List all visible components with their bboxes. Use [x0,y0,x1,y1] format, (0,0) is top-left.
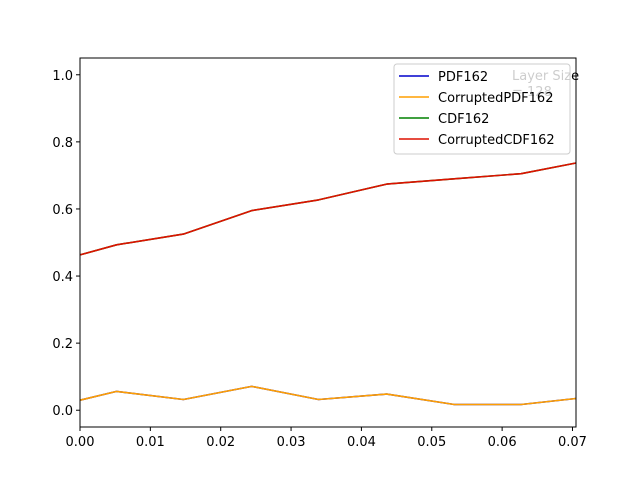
axes-frame [79,57,577,428]
legend-label-pdf162: PDF162 [438,70,488,85]
y-tick-label: 0.4 [52,270,73,285]
x-tick-label: 0.05 [417,435,446,450]
y-axis: 0.0 0.2 0.4 0.6 0.8 1.0 [52,69,80,419]
legend-box [393,63,571,155]
x-tick-label: 0.00 [66,435,95,450]
legend-label-corruptedpdf162: CorruptedPDF162 [438,91,553,106]
y-tick-label: 1.0 [52,69,73,84]
y-tick-label: 0.0 [52,404,73,419]
x-tick-label: 0.04 [347,435,376,450]
y-tick-label: 0.8 [52,136,73,151]
legend: PDF162 CorruptedPDF162 CDF162 CorruptedCDF1… [393,63,571,155]
series-line-corruptedcdf162 [79,162,577,256]
x-axis: 0.00 0.01 0.02 0.03 0.04 0.05 0.06 0.07 [66,427,587,450]
x-tick-label: 0.07 [558,435,587,450]
x-tick-label: 0.02 [206,435,235,450]
legend-label-cdf162: CDF162 [438,112,489,127]
x-tick-label: 0.01 [136,435,165,450]
series-layer [79,162,577,406]
y-tick-label: 0.2 [52,337,73,352]
series-line-corruptedpdf162 [79,385,577,406]
y-tick-label: 0.6 [52,203,73,218]
legend-label-corruptedcdf162: CorruptedCDF162 [438,133,555,148]
x-tick-label: 0.06 [488,435,517,450]
x-tick-label: 0.03 [277,435,306,450]
